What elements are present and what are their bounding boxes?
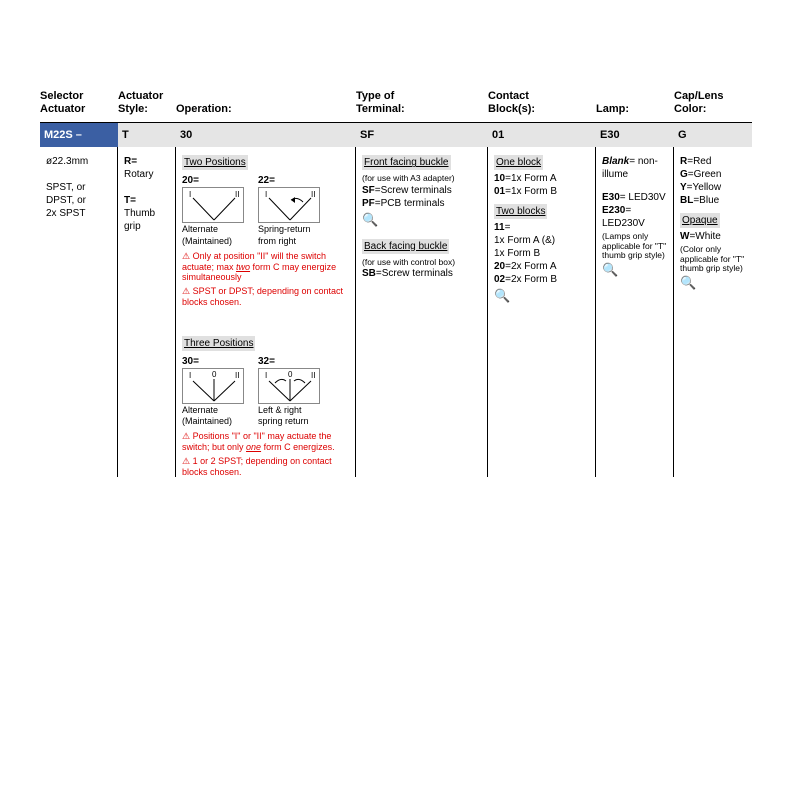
opt-E230: E230= LED230V (602, 204, 667, 230)
svg-text:0: 0 (212, 370, 217, 379)
svg-text:II: II (311, 371, 315, 380)
back-buckle-title: Back facing buckle (362, 239, 449, 254)
lamp-note: (Lamps only applicable for "T" thumb gri… (602, 232, 667, 260)
three-pos-note2: 1 or 2 SPST; depending on contact blocks… (182, 456, 349, 478)
opt-R: R=Red (680, 155, 746, 168)
opt-thumb: T= Thumb grip (124, 194, 169, 233)
hdr-lamp: Lamp: (596, 90, 674, 123)
opt-20: 20=2x Form A (494, 260, 589, 273)
two-pos-note2: SPST or DPST; depending on contact block… (182, 286, 349, 308)
part-term: SF (356, 123, 488, 147)
hdr-color: Cap/LensColor: (674, 90, 752, 123)
front-buckle-title: Front facing buckle (362, 155, 451, 170)
diagram-32: 32= I0II Left & rightspring return (258, 355, 320, 428)
pos20-icon: III (182, 187, 244, 223)
opt-G: G=Green (680, 168, 746, 181)
hdr-terminal: Type ofTerminal: (356, 90, 488, 123)
opt-01: 01=1x Form B (494, 185, 589, 198)
col-operation-body: Two Positions 20= III Alternate(Maintain… (176, 147, 356, 477)
opt-W: W=White (680, 230, 746, 243)
diagram-20: 20= III Alternate(Maintained) (182, 174, 244, 247)
desc-text: SPST, or DPST, or 2x SPST (46, 181, 111, 220)
diagram-30: 30= I0II Alternate(Maintained) (182, 355, 244, 428)
size-text: ø22.3mm (46, 155, 111, 168)
spec-table: SelectorActuator ActuatorStyle: Operatio… (40, 90, 756, 477)
two-pos-title: Two Positions (182, 155, 248, 170)
opt-11: 11=1x Form A (&)1x Form B (494, 221, 589, 260)
opt-10: 10=1x Form A (494, 172, 589, 185)
magnify-icon[interactable]: 🔍 (680, 275, 696, 292)
two-block-title: Two blocks (494, 204, 547, 219)
svg-text:I: I (265, 371, 267, 380)
col-style-body: R= Rotary T= Thumb grip (118, 147, 176, 477)
col-terminal-body: Front facing buckle (for use with A3 ada… (356, 147, 488, 477)
pos30-icon: I 0 II (182, 368, 244, 404)
magnify-icon[interactable]: 🔍 (362, 212, 378, 229)
opt-blank: Blank= non-illume (602, 155, 667, 181)
three-pos-note1: Positions "I" or "II" may actuate the sw… (182, 431, 349, 453)
col-color-body: R=Red G=Green Y=Yellow BL=Blue Opaque W=… (674, 147, 752, 477)
two-pos-note1: Only at position "II" will the switch ac… (182, 251, 349, 283)
hdr-selector: SelectorActuator (40, 90, 118, 123)
one-block-title: One block (494, 155, 543, 170)
opt-BL: BL=Blue (680, 194, 746, 207)
opt-E30: E30= LED30V (602, 191, 667, 204)
svg-text:II: II (235, 371, 239, 380)
hdr-contact: ContactBlock(s): (488, 90, 596, 123)
magnify-icon[interactable]: 🔍 (602, 262, 618, 279)
hdr-operation: Operation: (176, 90, 356, 123)
opt-02: 02=2x Form B (494, 273, 589, 286)
three-pos-title: Three Positions (182, 336, 255, 351)
svg-text:0: 0 (288, 370, 293, 379)
color-note: (Color only applicable for "T" thumb gri… (680, 245, 746, 273)
part-prefix: M22S – (40, 123, 118, 147)
svg-text:I: I (265, 190, 267, 199)
col-selector-body: ø22.3mm SPST, or DPST, or 2x SPST (40, 147, 118, 477)
opt-PF: PF=PCB terminals (362, 197, 481, 210)
hdr-actuator-style: ActuatorStyle: (118, 90, 176, 123)
svg-text:II: II (235, 190, 239, 199)
magnify-icon[interactable]: 🔍 (494, 288, 510, 305)
svg-text:I: I (189, 371, 191, 380)
part-style: T (118, 123, 176, 147)
part-block: 01 (488, 123, 596, 147)
opt-SF: SF=Screw terminals (362, 184, 481, 197)
front-sub: (for use with A3 adapter) (362, 174, 481, 183)
diagram-22: 22= III Spring-returnfrom right (258, 174, 320, 247)
pos32-icon: I 0 II (258, 368, 320, 404)
opt-rotary: R= Rotary (124, 155, 169, 181)
pos22-icon: III (258, 187, 320, 223)
opt-Y: Y=Yellow (680, 181, 746, 194)
opt-SB: SB=Screw terminals (362, 267, 481, 280)
col-lamp-body: Blank= non-illume E30= LED30V E230= LED2… (596, 147, 674, 477)
part-lamp: E30 (596, 123, 674, 147)
svg-text:I: I (189, 190, 191, 199)
back-sub: (for use with control box) (362, 258, 481, 267)
part-color: G (674, 123, 752, 147)
svg-text:II: II (311, 190, 315, 199)
opaque-title: Opaque (680, 213, 720, 228)
part-op: 30 (176, 123, 356, 147)
col-contact-body: One block 10=1x Form A 01=1x Form B Two … (488, 147, 596, 477)
